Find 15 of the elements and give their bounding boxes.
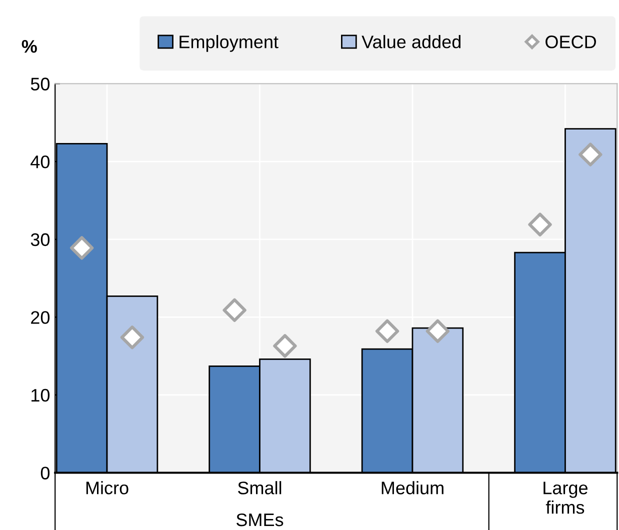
y-tick-label: 20 [31, 311, 50, 324]
x-tick-label: Large firms [544, 482, 588, 514]
y-tick-label: 50 [30, 78, 50, 90]
y-axis-title: % [22, 40, 37, 53]
y-tick-label: 0 [40, 466, 50, 480]
legend-label: Employment [180, 35, 278, 52]
x-tick-label: Small [238, 481, 282, 494]
y-tick-label: 30 [30, 233, 50, 246]
legend-label: OECD [546, 36, 596, 48]
y-tick-label: 40 [30, 155, 50, 168]
x-tick-label: Medium [382, 481, 444, 494]
legend-label: Value added [362, 35, 460, 48]
text: SMEs [236, 513, 284, 526]
x-tick-label: Micro [86, 481, 128, 494]
y-tick-label: 10 [32, 388, 50, 402]
